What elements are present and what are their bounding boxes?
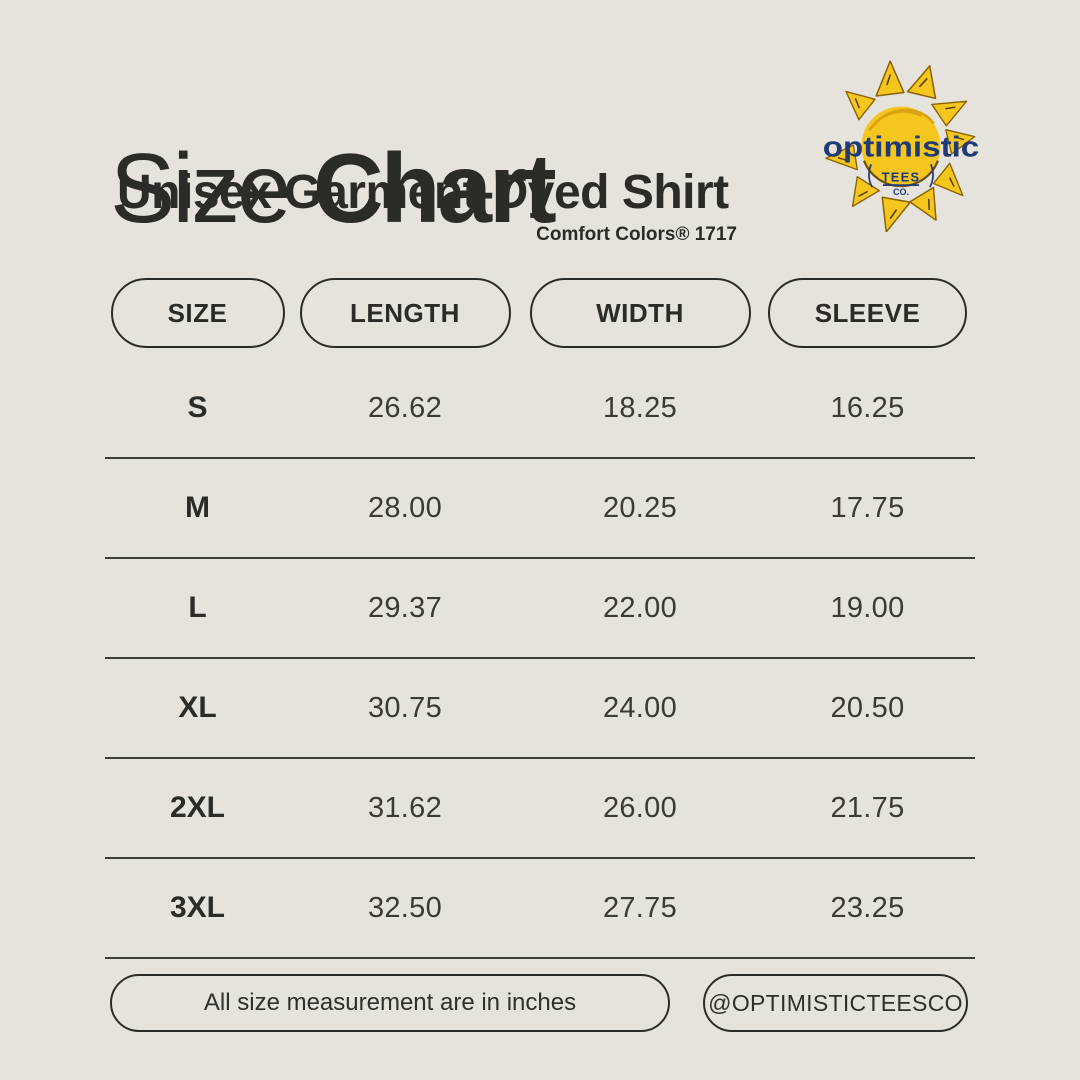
- length-value: 30.75: [367, 691, 443, 724]
- size-label: M: [185, 491, 210, 524]
- sleeve-value: 17.75: [830, 491, 905, 524]
- subtitle-block: Unisex Garment-Dyed Shirt Comfort Colors…: [117, 166, 737, 246]
- width-value: 26.00: [602, 791, 678, 824]
- column-header-sleeve: SLEEVE: [768, 278, 967, 348]
- length-value: 31.62: [367, 791, 443, 824]
- sun-disc: [861, 106, 941, 188]
- footer: All size measurement are in inches @OPTI…: [110, 974, 968, 1032]
- size-label: 3XL: [169, 891, 226, 924]
- page-title: Size Chart: [110, 139, 557, 237]
- sleeve-value: 21.75: [830, 791, 905, 824]
- length-value: 32.50: [367, 891, 443, 924]
- table-row-s: S 26.62 18.25 16.25: [105, 359, 975, 459]
- width-value: 20.25: [602, 491, 678, 524]
- sleeve-value: 20.50: [830, 691, 905, 724]
- title-word-chart: Chart: [312, 132, 557, 243]
- width-value: 18.25: [602, 391, 678, 424]
- brand-name-text: optimistic: [823, 131, 980, 163]
- brand-wordmark: optimistic TEES CO.: [823, 131, 980, 197]
- size-label: S: [187, 391, 208, 424]
- size-chart-table: SIZE LENGTH WIDTH SLEEVE S 26.62 18.25 1…: [105, 278, 975, 959]
- length-value: 26.62: [367, 391, 443, 424]
- sleeve-value: 23.25: [830, 891, 905, 924]
- sleeve-value: 19.00: [830, 591, 905, 624]
- brand-tees-text: TEES: [882, 169, 921, 184]
- social-handle-pill: @OPTIMISTICTEESCO: [703, 974, 968, 1032]
- product-subtitle: Unisex Garment-Dyed Shirt: [117, 166, 729, 219]
- column-header-size: SIZE: [110, 278, 285, 348]
- width-value: 24.00: [602, 691, 678, 724]
- table-row-2xl: 2XL 31.62 26.00 21.75: [105, 759, 975, 859]
- table-row-xl: XL 30.75 24.00 20.50: [105, 659, 975, 759]
- table-header-row: SIZE LENGTH WIDTH SLEEVE: [105, 278, 975, 348]
- product-code: Comfort Colors® 1717: [536, 224, 737, 246]
- sleeve-value: 16.25: [830, 391, 905, 424]
- width-value: 22.00: [602, 591, 678, 624]
- size-label: L: [188, 591, 207, 624]
- column-header-width: WIDTH: [529, 278, 751, 348]
- title-word-size: Size: [110, 132, 292, 243]
- brand-co-text: CO.: [893, 187, 909, 197]
- table-row-3xl: 3XL 32.50 27.75 23.25: [105, 859, 975, 959]
- units-note-pill: All size measurement are in inches: [110, 974, 670, 1032]
- size-label: 2XL: [169, 791, 226, 824]
- sun-logo-icon: optimistic TEES CO.: [823, 60, 980, 232]
- table-row-m: M 28.00 20.25 17.75: [105, 459, 975, 559]
- table-row-l: L 29.37 22.00 19.00: [105, 559, 975, 659]
- length-value: 29.37: [367, 591, 443, 624]
- table-body: S 26.62 18.25 16.25 M 28.00 20.25 17.75 …: [105, 359, 975, 959]
- column-header-length: LENGTH: [299, 278, 511, 348]
- brand-logo: optimistic TEES CO.: [815, 60, 987, 232]
- sun-rays: [825, 60, 976, 232]
- size-label: XL: [178, 691, 217, 724]
- length-value: 28.00: [367, 491, 443, 524]
- width-value: 27.75: [602, 891, 678, 924]
